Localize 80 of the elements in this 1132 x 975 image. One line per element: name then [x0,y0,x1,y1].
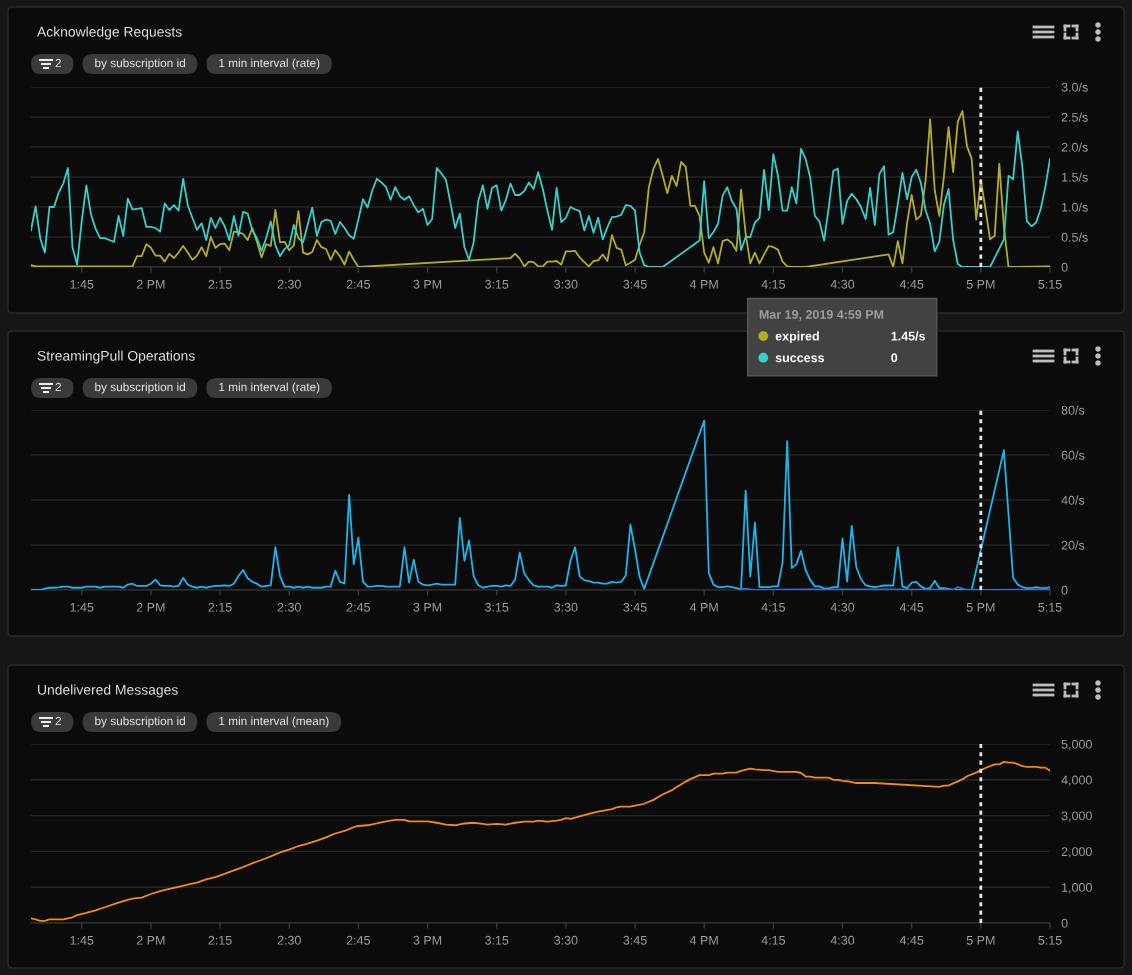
x-tick-label: 2 PM [136,602,165,612]
text: 1 min interval (mean) [219,716,329,728]
text: 1.45/s [891,331,925,341]
x-tick-label: 2:30 [277,279,301,289]
y-tick-label: 2.5/s [1061,112,1088,122]
y-tick-label: 1.0/s [1062,202,1088,212]
y-tick-label: 5,000 [1061,739,1092,751]
y-tick-label: 0 [1061,918,1068,928]
x-tick-label: 4:15 [761,935,785,945]
y-tick-label: 40/s [1061,495,1085,505]
y-tick-label: 80/s [1061,405,1085,415]
x-tick-label: 3:30 [554,279,578,289]
x-tick-label: 4 PM [689,935,718,945]
text: 2 [55,716,61,726]
x-tick-label: 2:30 [277,935,301,945]
x-tick-label: 2:15 [208,279,232,289]
x-tick-label: 3:15 [485,602,509,612]
text: 2 [55,382,61,392]
y-tick-label: 0 [1061,585,1068,595]
text: 0 [891,353,898,363]
text: by subscription id [95,58,185,70]
x-tick-label: 5 PM [966,279,995,289]
x-tick-label: 4 PM [689,602,718,612]
x-tick-label: 1:45 [70,935,94,945]
x-tick-label: 4:30 [830,602,855,612]
x-tick-label: 4:15 [761,602,785,612]
text: 1 min interval (rate) [219,382,320,394]
legend-title: Mar 19, 2019 4:59 PM [759,310,884,321]
x-tick-label: 2 PM [136,935,165,945]
x-tick-label: 4 PM [689,279,718,289]
x-tick-label: 1:45 [70,602,94,612]
x-tick-label: 3:15 [485,935,509,945]
y-tick-label: 2,000 [1061,847,1092,858]
x-tick-label: 2:45 [346,935,371,945]
x-tick-label: 2:45 [346,602,371,612]
y-tick-label: 2.0/s [1061,142,1088,152]
x-tick-label: 4:45 [899,279,924,289]
chart-title: Undelivered Messages [38,684,178,698]
x-tick-label: 4:30 [830,279,855,289]
x-tick-label: 5:15 [1038,935,1062,945]
text: 2 [55,58,61,68]
x-tick-label: 3:45 [623,602,647,612]
x-tick-label: 2 PM [136,279,165,289]
x-tick-label: 3:45 [623,279,647,289]
chart-title: StreamingPull Operations [37,350,195,364]
legend-label: success [775,355,824,363]
y-tick-label: 4,000 [1061,775,1092,786]
y-tick-label: 0.5/s [1061,232,1088,242]
x-tick-label: 5:15 [1038,602,1062,612]
text: by subscription id [95,382,185,394]
x-tick-label: 2:45 [346,279,371,289]
x-tick-label: 4:45 [899,935,924,945]
x-tick-label: 2:15 [208,602,232,612]
x-tick-label: 1:45 [70,279,94,289]
text: by subscription id [95,716,185,728]
x-tick-label: 3:30 [554,935,578,945]
legend-label: expired [775,331,819,343]
y-tick-label: 3,000 [1061,811,1092,822]
x-tick-label: 4:30 [830,935,855,945]
x-tick-label: 4:45 [899,602,924,612]
y-tick-label: 20/s [1061,540,1085,550]
x-tick-label: 3:30 [554,602,578,612]
x-tick-label: 4:15 [761,279,785,289]
text: 1 min interval (rate) [219,58,320,70]
x-tick-label: 3:45 [623,935,647,945]
y-tick-label: 60/s [1061,450,1085,460]
x-tick-label: 2:15 [208,935,232,945]
x-tick-label: 2:30 [277,602,301,612]
x-tick-label: 5 PM [966,935,995,945]
x-tick-label: 3 PM [413,602,442,612]
chart-title: Acknowledge Requests [37,26,182,40]
x-tick-label: 3 PM [413,279,442,289]
x-tick-label: 5:15 [1038,279,1062,289]
x-tick-label: 3 PM [413,935,442,945]
y-tick-label: 3.0/s [1061,82,1088,92]
x-tick-label: 3:15 [485,279,509,289]
y-tick-label: 1,000 [1062,883,1092,894]
y-tick-label: 0 [1061,262,1068,272]
y-tick-label: 1.5/s [1062,172,1088,182]
x-tick-label: 5 PM [966,602,995,612]
